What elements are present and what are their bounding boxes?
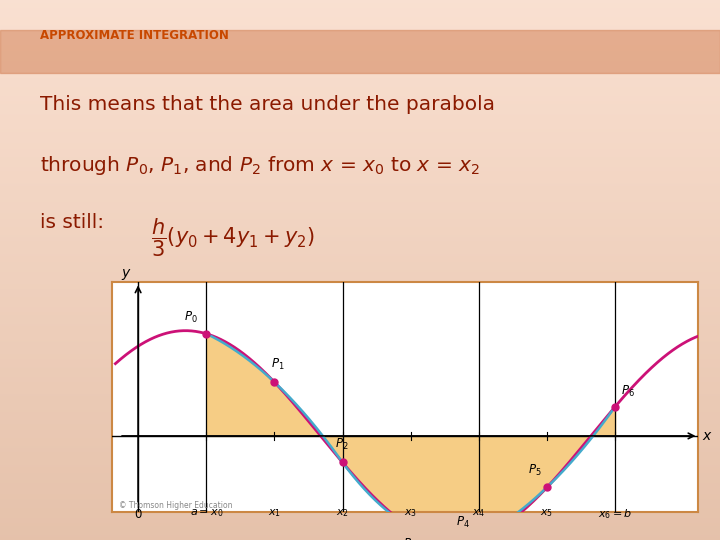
Text: is still:: is still: — [40, 213, 104, 232]
Text: through $\mathit{P}_0$, $\mathit{P}_1$, and $\mathit{P}_2$ from $\mathit{x}$ = $: through $\mathit{P}_0$, $\mathit{P}_1$, … — [40, 154, 480, 177]
Bar — [0, 30, 720, 73]
Text: © Thomson Higher Education: © Thomson Higher Education — [120, 502, 233, 510]
Text: $P_5$: $P_5$ — [528, 463, 541, 478]
Text: $P_4$: $P_4$ — [456, 515, 470, 530]
Text: $P_2$: $P_2$ — [335, 437, 348, 452]
Text: $P_0$: $P_0$ — [184, 309, 197, 325]
Text: $a=x_0$: $a=x_0$ — [189, 508, 223, 519]
Text: $x_2$: $x_2$ — [336, 508, 349, 519]
Text: $y$: $y$ — [122, 267, 132, 282]
Text: 0: 0 — [135, 508, 142, 521]
Text: $x_5$: $x_5$ — [541, 508, 554, 519]
Text: This means that the area under the parabola: This means that the area under the parab… — [40, 94, 495, 113]
Text: $P_1$: $P_1$ — [271, 356, 284, 372]
Text: $P_3$: $P_3$ — [403, 537, 417, 540]
Text: $x_3$: $x_3$ — [404, 508, 417, 519]
Text: $P_6$: $P_6$ — [621, 384, 635, 399]
Text: $x$: $x$ — [702, 429, 713, 443]
Text: $x_4$: $x_4$ — [472, 508, 485, 519]
Text: $x_1$: $x_1$ — [268, 508, 281, 519]
Text: $\dfrac{h}{3}(y_0+4y_1+y_2)$: $\dfrac{h}{3}(y_0+4y_1+y_2)$ — [151, 216, 315, 259]
Text: APPROXIMATE INTEGRATION: APPROXIMATE INTEGRATION — [40, 29, 228, 42]
Text: $x_6=b$: $x_6=b$ — [598, 508, 632, 521]
